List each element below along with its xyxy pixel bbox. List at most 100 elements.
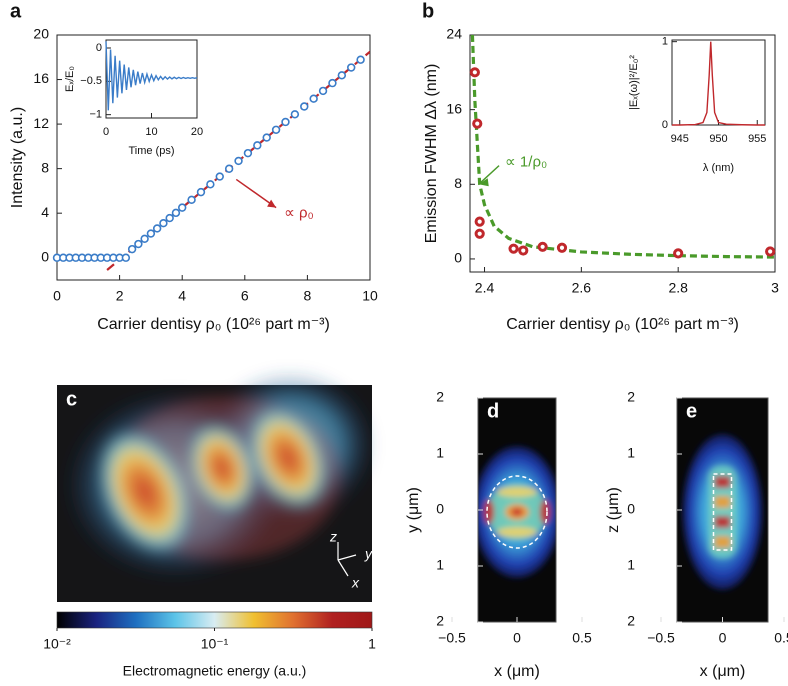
x-tick-label: 0: [103, 126, 109, 138]
lobe: [187, 421, 257, 515]
y-axis-label: |Eₓ(ω)|²/E₀²: [628, 55, 640, 110]
arrow-head: [478, 178, 489, 187]
x-axis-label: x (μm): [700, 663, 746, 680]
y-tick-label: 1: [627, 557, 635, 573]
x-tick-label: −0.5: [647, 630, 675, 646]
x-tick-label: 0: [719, 630, 727, 646]
boundary: [486, 475, 548, 549]
y-tick-label: 24: [446, 26, 462, 42]
data-point: [508, 243, 519, 254]
x-axis-label: λ (nm): [703, 162, 734, 174]
data-point: [474, 216, 485, 227]
data-point: [171, 208, 181, 218]
y-tick-label: 1: [627, 445, 635, 461]
x-tick-label: 945: [671, 133, 689, 145]
plot-frame: [469, 34, 776, 273]
axis-glyph-label: z: [329, 529, 337, 545]
field-hot: [484, 500, 494, 524]
y-tick-label: −0.5: [80, 75, 102, 87]
data-point: [196, 187, 206, 197]
data-point: [234, 156, 243, 166]
data-point: [140, 234, 149, 243]
x-tick-label: 3: [771, 280, 779, 296]
y-tick-label: 2: [627, 389, 635, 405]
x-tick-label: 2.6: [572, 280, 592, 296]
field-image: [57, 370, 375, 602]
y-axis-label: Intensity (a.u.): [9, 107, 26, 208]
axis-glyph-label: y: [364, 546, 373, 562]
x-tick-label: 1: [368, 636, 376, 652]
field-blobs: [478, 446, 556, 578]
x-tick-label: 4: [178, 288, 186, 304]
field-hot: [714, 516, 731, 528]
data-point: [146, 229, 156, 238]
data-point: [178, 203, 187, 212]
y-tick-label: 0: [454, 250, 462, 266]
data-point: [243, 148, 253, 158]
boundary: [712, 473, 733, 551]
data-point: [328, 78, 337, 88]
panel-label: c: [66, 388, 77, 410]
data-point: [673, 248, 684, 259]
field-band: [497, 527, 537, 537]
field-hot: [714, 536, 731, 548]
data-point: [215, 172, 224, 181]
data-line: [672, 41, 765, 126]
y-tick-label: 0: [436, 501, 444, 517]
x-axis-label: Time (ps): [128, 145, 174, 157]
x-tick-label: 20: [191, 126, 203, 138]
data-line: [105, 41, 198, 111]
annotation: ∝ 1/ρ₀: [505, 154, 547, 171]
data-point: [537, 241, 548, 252]
lobe: [247, 405, 329, 511]
y-tick-label: 0: [96, 42, 102, 54]
field-blobs: [65, 370, 375, 580]
fit-curve: [470, 35, 775, 259]
data-point: [281, 117, 290, 127]
y-tick-label: 8: [41, 159, 49, 175]
data-point: [309, 94, 318, 103]
x-tick-label: 2.4: [475, 280, 495, 296]
field-image: [478, 398, 556, 622]
x-axis-label: x (μm): [494, 663, 540, 680]
axis-arrow: [337, 554, 357, 561]
data-point: [159, 219, 168, 228]
x-tick-label: 10⁻¹: [201, 636, 229, 652]
y-tick-label: 1: [662, 36, 668, 48]
x-axis-label: Carrier dentisy ρ₀ (10²⁶ part m⁻³): [506, 316, 739, 333]
data-point: [469, 67, 480, 78]
x-tick-label: 0: [513, 630, 521, 646]
y-tick-label: 2: [627, 613, 635, 629]
y-tick-label: 2: [436, 613, 444, 629]
field-hot: [511, 508, 523, 516]
data-point: [318, 86, 328, 96]
data-point: [347, 63, 356, 72]
panel-label: d: [487, 400, 499, 422]
panel-label: a: [10, 0, 22, 22]
data-point: [472, 118, 483, 129]
data-point: [152, 224, 162, 233]
axis-arrow: [337, 559, 349, 577]
data-point: [187, 195, 196, 205]
arrow-head: [267, 199, 277, 208]
y-tick-label: 1: [436, 557, 444, 573]
data-point: [290, 110, 300, 119]
data-point: [765, 246, 776, 257]
panel-label: b: [422, 0, 434, 22]
y-tick-label: 1: [436, 445, 444, 461]
x-tick-label: 10: [145, 126, 157, 138]
field-band: [497, 487, 537, 497]
y-tick-label: 16: [446, 100, 462, 116]
y-tick-label: 2: [436, 389, 444, 405]
x-tick-label: 955: [748, 133, 766, 145]
data-point: [121, 253, 131, 262]
field-hot: [714, 496, 731, 508]
data-point: [165, 213, 174, 223]
field-blobs: [682, 434, 763, 590]
data-point: [474, 228, 485, 239]
x-tick-label: 6: [241, 288, 249, 304]
lobe: [97, 427, 193, 557]
y-tick-label: −1: [89, 109, 102, 121]
field-mid: [708, 466, 737, 558]
